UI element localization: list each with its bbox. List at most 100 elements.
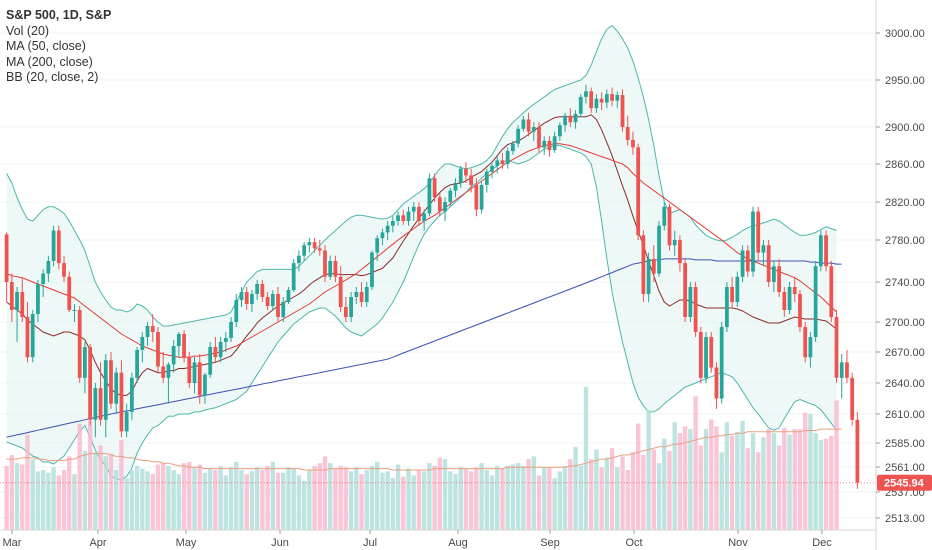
candle-body [25,317,30,358]
volume-bar [411,475,416,530]
volume-bar [359,474,364,530]
candle-body [443,202,447,212]
price-tick-label: 2585.00 [885,438,925,450]
volume-bar [620,456,625,530]
candle-body [109,360,113,404]
candle-body [751,211,755,272]
volume-bar [197,464,202,530]
candle-body [667,206,672,246]
candle-body [474,184,479,210]
candle-body [417,206,421,221]
price-tick-label: 2740.00 [885,277,925,289]
candle-body [77,310,82,378]
volume-bar [9,455,15,530]
volume-bar [51,467,56,530]
volume-bar [140,468,145,530]
candle-body [156,332,160,367]
time-tick-label: Jul [363,537,377,549]
volume-bar [4,465,9,530]
volume-bar [312,465,317,530]
candle-body [83,347,87,378]
volume-bar [202,472,208,530]
volume-bar [286,467,291,530]
legend-ma200[interactable]: MA (200, close) [6,54,93,69]
candle-body [568,115,573,123]
candle-body [657,225,661,274]
candle-body [484,171,489,185]
volume-bar [609,448,615,530]
candle-body [584,91,588,97]
candle-body [829,266,834,317]
candle-body [573,113,578,123]
volume-bar [672,422,677,530]
volume-bar [108,453,114,530]
candle-body [124,411,129,432]
volume-bar [416,470,422,530]
candle-body [756,211,761,253]
candle-body [516,128,521,144]
candle-body [229,322,233,338]
candle-body [129,377,134,412]
candle-body [464,168,468,176]
volume-bar [442,459,448,530]
volume-bar [270,461,275,530]
candle-body [818,235,823,267]
volume-bar [171,470,176,530]
candle-body [140,337,145,350]
candle-body [427,178,432,214]
candle-body [67,276,72,310]
candle-body [203,374,207,396]
volume-bar [87,420,93,530]
candle-body [103,360,108,420]
legend-vol[interactable]: Vol (20) [6,23,50,38]
candle-body [406,211,411,221]
volume-bar [615,467,620,530]
candle-body [537,127,541,148]
volume-bar [474,467,479,530]
moving-averages [6,114,842,438]
price-tick-label: 2860.00 [885,159,925,171]
legend-bb[interactable]: BB (20, close, 2) [6,70,99,84]
volume-bar [103,456,108,530]
volume-bar [46,472,51,530]
candle-body [213,347,218,358]
candle-body [302,245,307,256]
volume-bar [448,471,453,530]
volume-bar [239,470,244,530]
legend-ma50[interactable]: MA (50, close) [6,39,86,53]
volume-bar [521,465,526,530]
candle-body [187,357,192,383]
volume-bar [354,467,359,530]
candle-body [370,252,374,287]
candle-body [495,160,500,166]
candle-body [364,287,369,302]
volume-bar [265,465,270,530]
candle-body [693,287,698,332]
candle-body [479,184,484,210]
volume-bar [797,429,803,530]
candle-body [114,372,119,404]
candle-body [208,347,213,375]
legend-title[interactable]: S&P 500, 1D, S&P [6,8,112,22]
candle-body [135,350,139,378]
candle-body [777,266,781,292]
volume-bar [552,478,557,530]
candle-body [349,297,353,317]
volume-bar [589,459,594,530]
candle-body [745,250,750,272]
price-tick-label: 2610.00 [885,409,925,421]
candle-body [824,235,828,267]
volume-bar [677,433,683,530]
candle-body [511,143,515,152]
candle-body [307,242,312,246]
volume-bar [547,467,552,530]
volume-bar [343,467,349,530]
candle-body [62,263,66,277]
candle-body [578,96,583,114]
price-tick-label: 2900.00 [885,122,925,134]
candle-body [808,337,813,358]
volume-bar [803,412,808,530]
